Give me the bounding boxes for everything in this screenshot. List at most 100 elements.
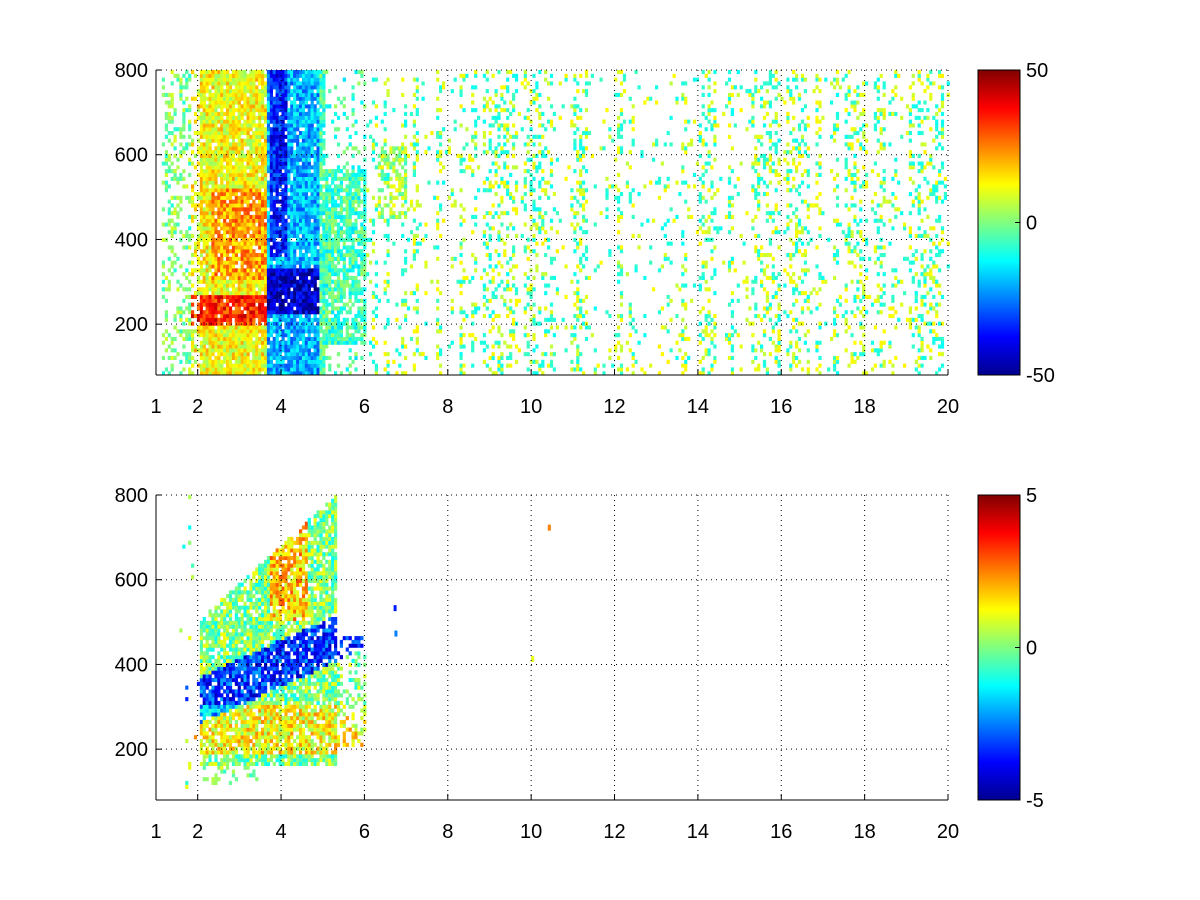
heatmap-cell xyxy=(228,233,233,238)
heatmap-cell xyxy=(296,306,300,311)
heatmap-cell xyxy=(299,192,303,197)
heatmap-cell xyxy=(170,176,174,181)
heatmap-cell xyxy=(290,371,294,376)
heatmap-cell xyxy=(328,264,332,269)
heatmap-cell xyxy=(339,325,343,330)
heatmap-cell xyxy=(293,367,297,372)
heatmap-cell xyxy=(322,314,326,319)
heatmap-cell xyxy=(275,279,279,284)
heatmap-cell xyxy=(415,340,419,345)
heatmap-cell xyxy=(316,70,320,75)
heatmap-cell xyxy=(331,249,335,254)
heatmap-cell xyxy=(205,111,209,116)
heatmap-cell xyxy=(296,73,300,78)
heatmap-cell xyxy=(348,134,352,139)
heatmap-cell xyxy=(313,245,317,250)
heatmap-cell xyxy=(357,70,361,75)
heatmap-cell xyxy=(202,275,206,280)
heatmap-cell xyxy=(345,279,349,284)
heatmap-cell xyxy=(205,180,209,185)
heatmap-cell xyxy=(231,336,236,341)
heatmap-cell xyxy=(240,329,244,334)
heatmap-cell xyxy=(275,298,279,303)
heatmap-cell xyxy=(497,340,501,345)
heatmap-cell xyxy=(252,272,256,277)
heatmap-cell xyxy=(272,317,276,322)
heatmap-cell xyxy=(284,325,288,330)
heatmap-cell xyxy=(386,184,390,189)
heatmap-cell xyxy=(348,371,352,376)
heatmap-cell xyxy=(205,272,209,277)
heatmap-cell xyxy=(246,203,250,208)
heatmap-cell xyxy=(322,321,326,326)
heatmap-cell xyxy=(287,119,291,124)
heatmap-cell xyxy=(220,241,224,246)
heatmap-cell xyxy=(386,298,390,303)
heatmap-cell xyxy=(293,157,297,162)
heatmap-cell xyxy=(328,222,332,227)
heatmap-cell xyxy=(202,340,206,345)
heatmap-cell xyxy=(266,233,271,238)
heatmap-cell xyxy=(380,150,384,155)
heatmap-cell xyxy=(304,172,308,177)
heatmap-cell xyxy=(231,138,236,143)
heatmap-cell xyxy=(296,226,300,231)
heatmap-cell xyxy=(255,329,259,334)
heatmap-cell xyxy=(173,317,177,322)
heatmap-cell xyxy=(389,150,393,155)
heatmap-cell xyxy=(182,85,186,90)
heatmap-cell xyxy=(258,157,262,162)
heatmap-cell xyxy=(252,123,256,128)
heatmap-cell xyxy=(161,85,165,90)
heatmap-cell xyxy=(211,218,215,223)
heatmap-cell xyxy=(383,340,387,345)
heatmap-cell xyxy=(459,355,463,360)
heatmap-cell xyxy=(436,245,440,250)
heatmap-cell xyxy=(371,336,376,341)
heatmap-cell xyxy=(237,184,241,189)
heatmap-cell xyxy=(386,218,390,223)
heatmap-cell xyxy=(266,294,271,299)
heatmap-cell xyxy=(310,195,314,200)
heatmap-cell xyxy=(223,153,227,158)
heatmap-cell xyxy=(188,195,192,200)
heatmap-cell xyxy=(167,111,171,116)
heatmap-cell xyxy=(255,363,259,368)
heatmap-cell xyxy=(290,355,294,360)
heatmap-cell xyxy=(296,92,300,97)
heatmap-cell xyxy=(497,314,501,319)
heatmap-cell xyxy=(205,222,209,227)
heatmap-cell xyxy=(252,352,256,357)
heatmap-cell xyxy=(243,344,247,349)
heatmap-cell xyxy=(398,184,402,189)
heatmap-cell xyxy=(264,172,268,177)
heatmap-cell xyxy=(500,367,504,372)
heatmap-cell xyxy=(220,279,224,284)
heatmap-cell xyxy=(415,153,419,158)
heatmap-cell xyxy=(211,222,215,227)
heatmap-cell xyxy=(325,333,329,338)
heatmap-cell xyxy=(296,272,300,277)
heatmap-cell xyxy=(319,172,323,177)
heatmap-cell xyxy=(348,184,352,189)
heatmap-cell xyxy=(261,275,265,280)
heatmap-cell xyxy=(246,180,250,185)
heatmap-cell xyxy=(459,241,463,246)
heatmap-cell xyxy=(310,192,314,197)
heatmap-cell xyxy=(228,214,233,219)
heatmap-cell xyxy=(220,172,224,177)
heatmap-cell xyxy=(307,355,311,360)
heatmap-cell xyxy=(310,89,314,94)
heatmap-cell xyxy=(477,306,481,311)
heatmap-cell xyxy=(208,89,212,94)
heatmap-cell xyxy=(228,192,233,197)
heatmap-cell xyxy=(231,355,236,360)
heatmap-cell xyxy=(228,165,233,170)
heatmap-cell xyxy=(462,317,466,322)
heatmap-cell xyxy=(354,329,358,334)
heatmap-cell xyxy=(196,192,201,197)
heatmap-cell xyxy=(240,111,244,116)
heatmap-cell xyxy=(199,363,203,368)
heatmap-cell xyxy=(290,192,294,197)
heatmap-cell xyxy=(199,172,203,177)
